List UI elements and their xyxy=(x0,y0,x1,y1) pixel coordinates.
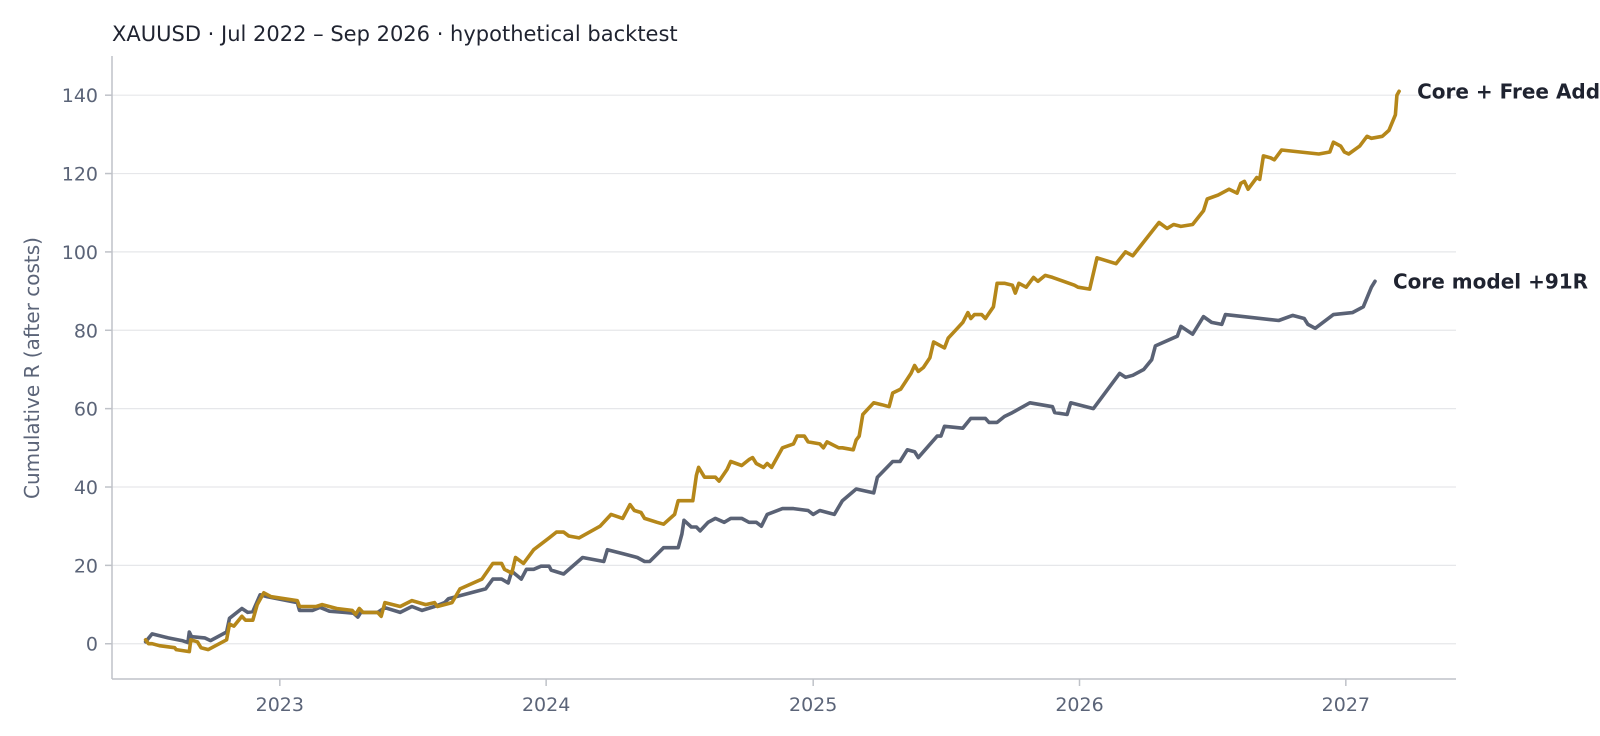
y-tick-label: 120 xyxy=(62,164,98,186)
series-end-label-1: Core + Free Add +141R xyxy=(1417,79,1600,103)
axes xyxy=(111,56,1456,680)
chart-title: XAUUSD · Jul 2022 – Sep 2026 · hypotheti… xyxy=(112,22,678,46)
grid-lines xyxy=(112,94,1456,645)
series-line-0 xyxy=(143,279,1377,645)
series-line-1 xyxy=(143,89,1401,654)
series-end-label-0: Core model +91R xyxy=(1393,269,1588,293)
series-end-labels: Core model +91R Core + Free Add +141R xyxy=(1393,79,1600,293)
x-tick-label: 2025 xyxy=(789,694,837,716)
x-tick-label: 2023 xyxy=(256,694,304,716)
y-axis-ticks: 0 20 40 60 80 100 120 140 xyxy=(62,85,112,656)
y-axis-label: Cumulative R (after costs) xyxy=(20,237,44,499)
series-lines xyxy=(143,89,1401,654)
y-tick-label: 40 xyxy=(74,477,98,499)
x-tick-label: 2026 xyxy=(1055,694,1103,716)
y-tick-label: 0 xyxy=(86,634,98,656)
x-axis-ticks: 2023 2024 2025 2026 2027 xyxy=(256,679,1370,716)
y-tick-label: 100 xyxy=(62,242,98,264)
x-tick-label: 2027 xyxy=(1322,694,1370,716)
y-tick-label: 20 xyxy=(74,555,98,577)
y-tick-label: 80 xyxy=(74,320,98,342)
y-tick-label: 60 xyxy=(74,399,98,421)
x-tick-label: 2024 xyxy=(522,694,570,716)
y-tick-label: 140 xyxy=(62,85,98,107)
